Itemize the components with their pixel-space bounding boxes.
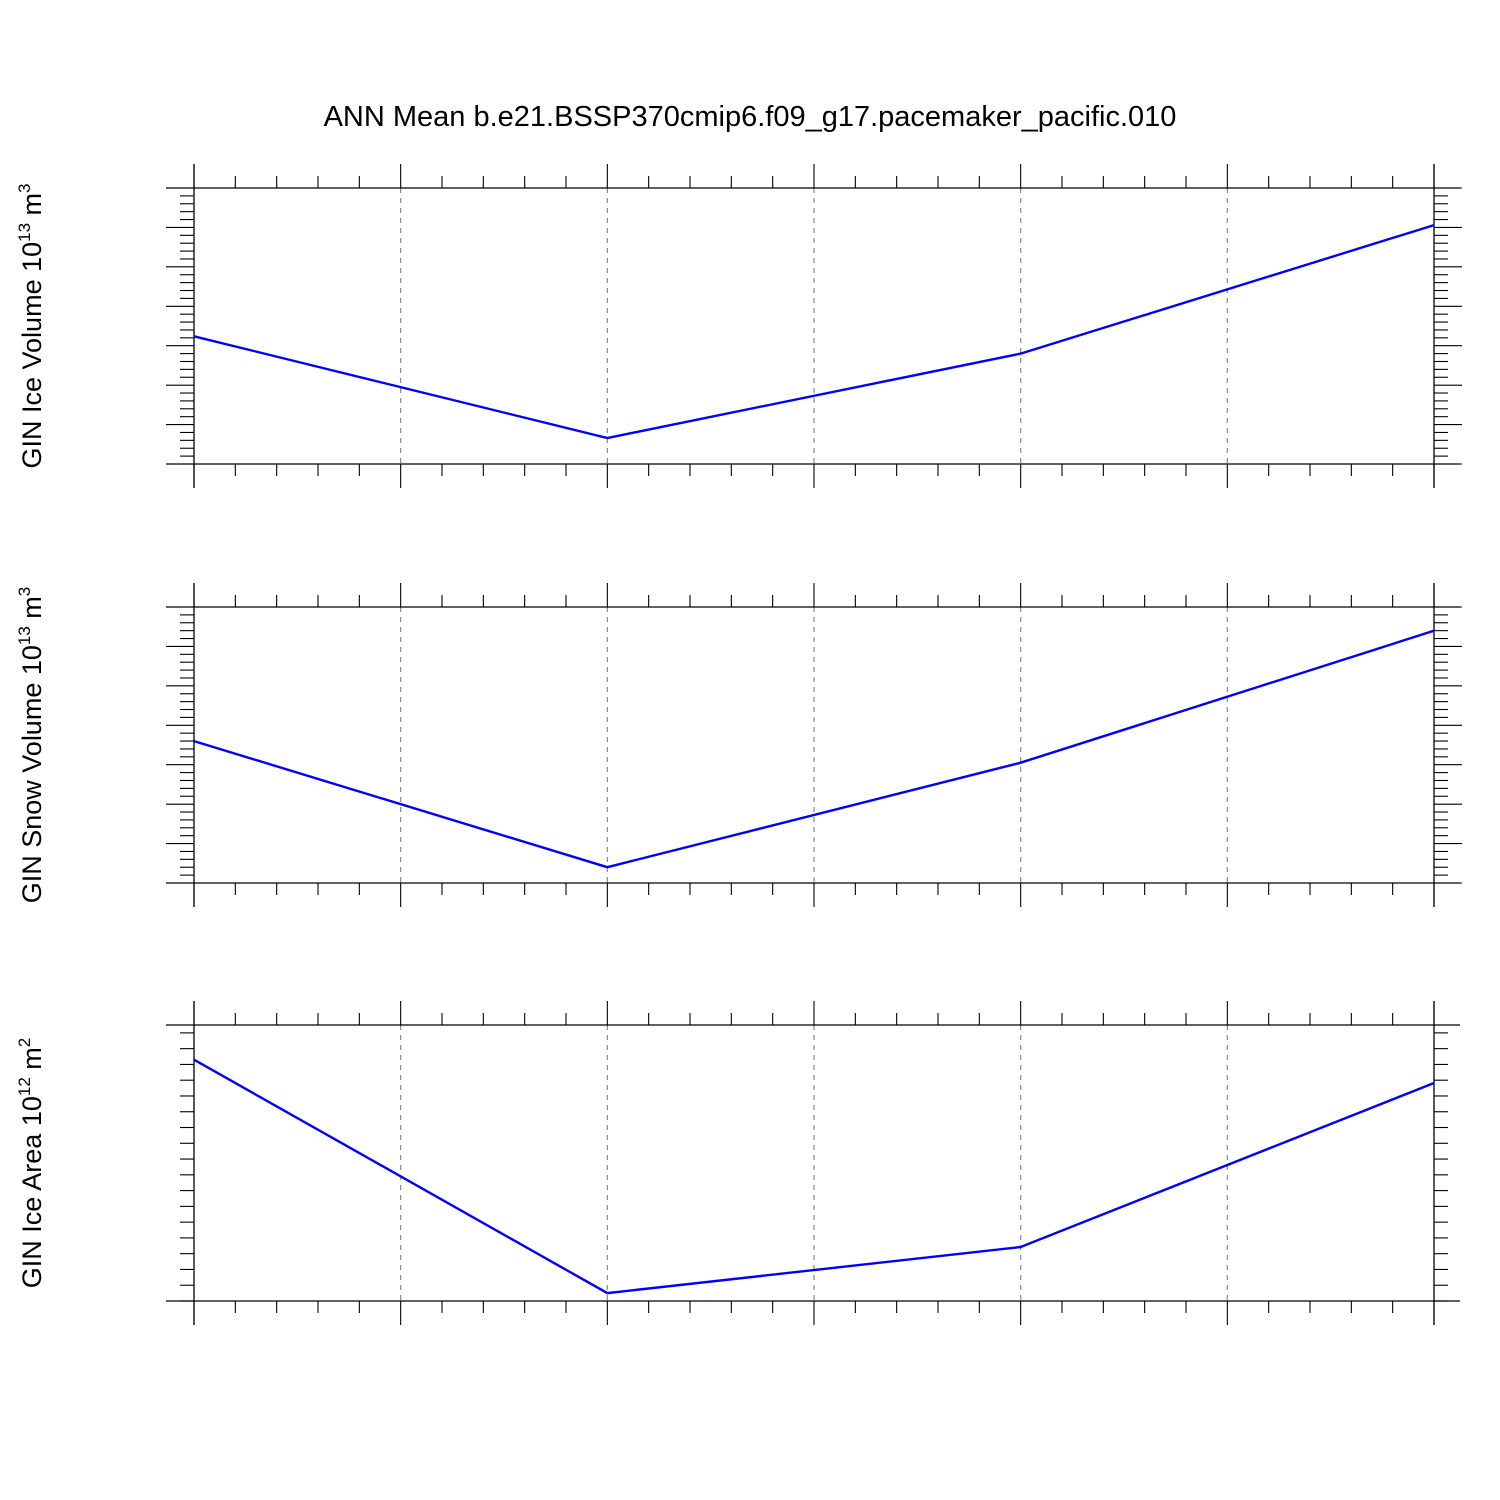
y-axis-title-unit-exponent: 3 [15,183,34,192]
data-line [193,223,1435,440]
y-axis-title: GIN Snow Volume 1013 m3 [15,587,47,904]
y-axis-title-unit-exponent: 3 [15,587,34,596]
data-line [193,1058,1435,1295]
y-axis-title-exponent: 13 [15,223,34,242]
y-axis-title-unit: m [17,193,47,223]
y-axis-title-exponent: 13 [15,626,34,645]
chart-panel-3: GIN Ice Area 1012 m2 [15,1001,1460,1325]
data-line [193,629,1435,869]
y-axis-title-text: GIN Ice Volume 10 [17,242,47,469]
y-axis-title-text: GIN Snow Volume 10 [17,645,47,903]
y-axis-title-text: GIN Ice Area 10 [17,1096,47,1288]
y-axis-title-unit: m [17,596,47,626]
y-axis-title-unit-exponent: 2 [15,1038,34,1047]
chart-panel-1: GIN Ice Volume 1013 m3 [15,164,1462,488]
y-axis-title-unit: m [17,1047,47,1077]
chart-panel-2: GIN Snow Volume 1013 m3 [15,583,1462,907]
chart-title: ANN Mean b.e21.BSSP370cmip6.f09_g17.pace… [324,101,1177,133]
y-axis-title: GIN Ice Volume 1013 m3 [15,183,47,468]
y-axis-title-exponent: 12 [15,1077,34,1096]
y-axis-title: GIN Ice Area 1012 m2 [15,1038,47,1289]
